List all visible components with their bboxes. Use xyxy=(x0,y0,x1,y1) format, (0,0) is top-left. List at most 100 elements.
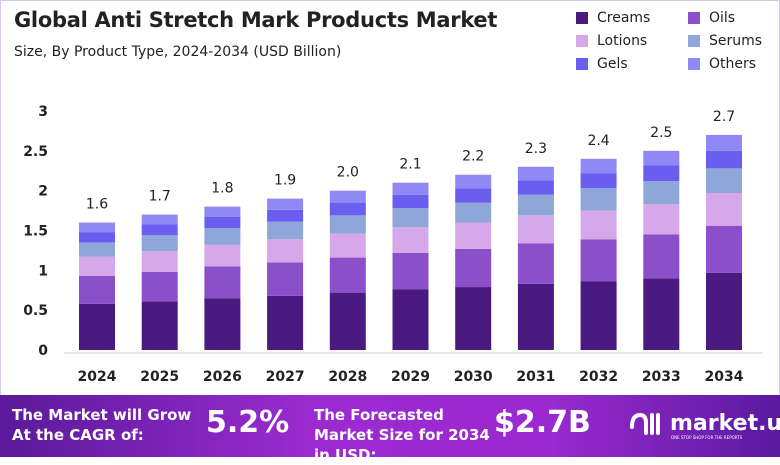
legend-swatch xyxy=(688,12,700,24)
x-tick-label: 2026 xyxy=(203,369,242,385)
x-tick-label: 2031 xyxy=(516,369,555,385)
y-tick-label: 0.5 xyxy=(23,303,48,319)
total-label: 2.7 xyxy=(713,109,735,125)
x-tick-label: 2033 xyxy=(642,369,681,385)
legend-label: Creams xyxy=(597,10,651,26)
bar-segment-serums xyxy=(706,168,742,194)
legend-label: Serums xyxy=(709,33,763,49)
total-label: 2.2 xyxy=(462,149,484,165)
bar-segment-serums xyxy=(392,208,429,228)
legend-label: Lotions xyxy=(597,33,648,49)
total-label: 1.9 xyxy=(274,173,296,189)
bar-segment-gels xyxy=(204,216,241,229)
bar-segment-others xyxy=(706,134,742,151)
bar-segment-others xyxy=(329,190,366,203)
bar-segment-others xyxy=(392,182,429,195)
bar-segment-lotions xyxy=(455,222,492,249)
bar-segment-oils xyxy=(706,225,742,273)
legend-label: Gels xyxy=(597,56,628,72)
bar-segment-gels xyxy=(517,180,554,195)
chart-subtitle: Size, By Product Type, 2024-2034 (USD Bi… xyxy=(14,44,342,60)
cagr-label: The Market will Grow At the CAGR of: xyxy=(12,406,192,444)
bar-segment-creams xyxy=(643,278,680,350)
x-tick-label: 2025 xyxy=(140,369,179,385)
legend-label: Oils xyxy=(709,10,736,26)
legend-item: Others xyxy=(688,56,778,72)
bar-segment-serums xyxy=(267,221,304,240)
total-label: 1.7 xyxy=(149,189,171,205)
bar-segment-oils xyxy=(455,248,492,288)
x-tick-label: 2032 xyxy=(579,369,618,385)
y-tick-label: 2 xyxy=(38,184,48,200)
bar-segment-serums xyxy=(79,242,115,257)
bar-segment-gels xyxy=(580,173,617,189)
bar-segment-lotions xyxy=(329,233,366,258)
bar-segment-gels xyxy=(455,188,492,203)
summary-banner: The Market will Grow At the CAGR of: 5.2… xyxy=(0,395,780,464)
bar-segment-gels xyxy=(643,165,680,182)
x-tick-label: 2034 xyxy=(705,369,744,385)
bar-segment-others xyxy=(267,198,304,210)
bar-segment-others xyxy=(204,206,241,217)
chart-title: Global Anti Stretch Mark Products Market xyxy=(14,8,498,32)
y-tick-label: 1.5 xyxy=(23,224,48,240)
total-label: 1.8 xyxy=(211,181,233,197)
bar-segment-lotions xyxy=(392,227,429,253)
bar-segment-oils xyxy=(392,252,429,290)
forecast-value: $2.7B xyxy=(494,405,591,440)
x-tick-label: 2030 xyxy=(454,369,493,385)
bar-segment-creams xyxy=(79,303,115,350)
x-tick-label: 2029 xyxy=(391,369,430,385)
bar-segment-others xyxy=(580,158,617,174)
bar-segment-gels xyxy=(141,224,178,236)
bar-segment-creams xyxy=(267,295,304,350)
bar-segment-others xyxy=(141,214,178,225)
total-label: 2.0 xyxy=(337,165,359,181)
bar-segment-others xyxy=(79,222,115,233)
legend-swatch xyxy=(576,12,588,24)
bar-segment-creams xyxy=(204,298,241,350)
y-tick-label: 0 xyxy=(38,343,48,359)
legend-swatch xyxy=(576,58,588,70)
bar-segment-creams xyxy=(706,272,742,350)
bar-segment-lotions xyxy=(580,210,617,240)
bar-segment-creams xyxy=(392,289,429,350)
bar-segment-lotions xyxy=(141,251,178,272)
cagr-value: 5.2% xyxy=(206,405,290,440)
total-label: 2.3 xyxy=(525,141,547,157)
bar-segment-creams xyxy=(141,301,178,350)
legend-swatch xyxy=(688,35,700,47)
y-tick-label: 3 xyxy=(38,104,48,120)
y-tick-label: 2.5 xyxy=(23,144,48,160)
bar-segment-serums xyxy=(455,202,492,223)
bar-segment-serums xyxy=(643,181,680,205)
bar-segment-gels xyxy=(329,202,366,216)
total-label: 2.1 xyxy=(399,157,421,173)
bar-segment-gels xyxy=(267,209,304,222)
bar-segment-gels xyxy=(392,194,429,209)
legend-item: Gels xyxy=(576,56,688,72)
bar-segment-lotions xyxy=(79,256,115,276)
bar-segment-lotions xyxy=(204,244,241,267)
legend-label: Others xyxy=(709,56,757,72)
bar-segment-oils xyxy=(141,271,178,302)
x-tick-label: 2028 xyxy=(328,369,367,385)
bar-segment-oils xyxy=(204,266,241,299)
bar-segment-others xyxy=(455,174,492,189)
market-us-logo: market.us ONE STOP SHOP FOR THE REPORTS xyxy=(628,409,780,440)
forecast-label: The Forecasted Market Size for 2034 in U… xyxy=(314,406,490,464)
bar-segment-others xyxy=(517,166,554,181)
legend-item: Creams xyxy=(576,10,688,26)
bar-segment-serums xyxy=(517,194,554,216)
total-label: 2.5 xyxy=(650,125,672,141)
bar-segment-creams xyxy=(455,287,492,350)
y-tick-label: 1 xyxy=(38,263,48,279)
legend-swatch xyxy=(688,58,700,70)
bar-segment-lotions xyxy=(706,193,742,226)
bar-segment-lotions xyxy=(643,204,680,235)
total-label: 1.6 xyxy=(86,197,108,213)
legend-item: Oils xyxy=(688,10,778,26)
bar-segment-gels xyxy=(79,232,115,243)
legend-swatch xyxy=(576,35,588,47)
legend-item: Lotions xyxy=(576,33,688,49)
